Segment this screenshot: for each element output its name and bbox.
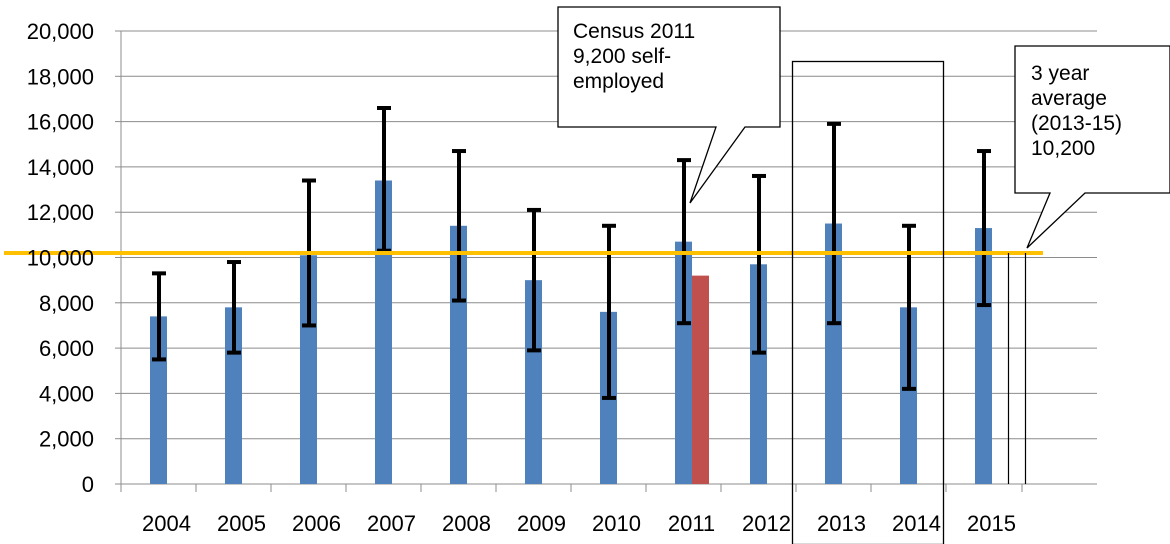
y-tick-label: 14,000 [27, 155, 94, 180]
x-tick-label: 2014 [892, 511, 941, 536]
census-callout-text: Census 2011 9,200 self- employed [573, 20, 696, 93]
bar [750, 264, 767, 484]
y-tick-label: 0 [82, 472, 94, 497]
y-tick-label: 20,000 [27, 19, 94, 44]
x-tick-label: 2006 [292, 511, 341, 536]
annotation-boxes [557, 6, 1170, 544]
bar [900, 307, 917, 484]
bar [300, 255, 317, 484]
census-bar [692, 275, 709, 484]
y-tick-label: 6,000 [39, 336, 94, 361]
y-tick-label: 8,000 [39, 291, 94, 316]
y-tick-label: 4,000 [39, 381, 94, 406]
bars [150, 180, 992, 485]
bar [675, 241, 692, 484]
bar [450, 225, 467, 485]
average-callout-text: 3 year average (2013-15) 10,200 [1031, 62, 1123, 160]
y-tick-label: 16,000 [27, 110, 94, 135]
x-tick-label: 2015 [967, 511, 1016, 536]
x-tick-label: 2010 [592, 511, 641, 536]
average-callout [1014, 45, 1170, 249]
x-tick-label: 2005 [217, 511, 266, 536]
y-tick-label: 10,000 [27, 246, 94, 271]
y-tick-labels: 0 2,000 4,000 6,000 8,000 10,000 12,000 14,000 1… [27, 19, 94, 497]
bar [525, 280, 542, 484]
x-tick-label: 2004 [142, 511, 191, 536]
bar [825, 223, 842, 484]
x-tick-label: 2007 [367, 511, 416, 536]
x-tick-labels: 2004 2005 2006 2007 2008 2009 2010 2011 2012 2013… [142, 511, 1016, 536]
x-tick-label: 2009 [517, 511, 566, 536]
census-callout [557, 6, 781, 204]
x-tick-label: 2011 [668, 511, 715, 536]
highlight-box-2013-2014 [791, 60, 945, 544]
y-tick-label: 12,000 [27, 200, 94, 225]
bar [375, 180, 392, 485]
x-tick-label: 2008 [442, 511, 491, 536]
x-tick-label: 2013 [817, 511, 866, 536]
y-tick-label: 2,000 [39, 427, 94, 452]
bar [975, 228, 992, 484]
x-tick-label: 2012 [742, 511, 791, 536]
y-tick-label: 18,000 [27, 64, 94, 89]
